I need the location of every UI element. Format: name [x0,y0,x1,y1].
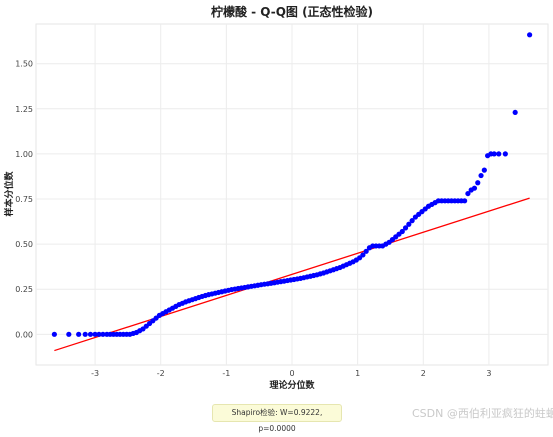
points-layer [51,32,533,337]
data-point [76,331,82,337]
y-tick-label: 0.00 [15,330,33,339]
data-point [462,198,468,204]
data-point [471,185,478,191]
x-tick-label: -3 [91,369,99,378]
qq-chart: 柠檬酸 - Q-Q图 (正态性检验) -3 -2 -1 0 1 2 3 0.000.250.… [3,4,549,391]
x-axis-label: 理论分位数 [269,379,315,391]
x-tick-label: 2 [421,369,426,378]
y-axis-label: 样本分位数 [3,171,15,217]
y-tick-label: 0.50 [15,240,33,249]
y-tick-label: 1.00 [15,150,33,159]
y-tick-label: 0.25 [15,285,33,294]
x-tick-label: 0 [289,369,294,378]
data-point [66,331,72,337]
x-tick-label: 3 [486,369,491,378]
y-tick-label: 0.75 [15,195,33,204]
x-ticks: -3 -2 -1 0 1 2 3 [91,369,491,378]
data-point [406,221,412,227]
data-point [51,331,57,337]
x-tick-label: 1 [355,369,360,378]
y-tick-label: 1.25 [15,105,33,114]
data-point [87,331,94,337]
data-point [96,331,102,337]
chart-title: 柠檬酸 - Q-Q图 (正态性检验) [211,4,373,19]
data-point [409,218,415,224]
y-tick-label: 1.50 [15,60,33,69]
grid [36,24,548,365]
data-point [478,172,484,179]
reference-line [54,197,530,352]
y-ticks: 0.00 0.25 0.50 0.75 1.00 1.25 1.50 [15,60,33,340]
data-point [92,331,98,337]
data-point [481,167,487,173]
data-point [363,248,369,254]
data-point [402,225,409,231]
watermark: CSDN @西伯利亚疯狂的蛀蛔 [412,407,553,420]
data-point [496,151,502,157]
data-point [360,252,366,258]
data-point [100,331,106,337]
data-point [82,331,88,337]
shapiro-note: Shapiro检验: W=0.9222, p=0.0000 [212,404,342,433]
data-point [502,151,508,157]
x-tick-label: -1 [222,369,230,378]
data-point [399,228,405,235]
data-point [491,151,497,157]
reference-line-layer [54,197,530,352]
data-point [512,109,518,116]
x-tick-label: -2 [157,369,165,378]
data-point [527,32,533,38]
data-point [475,180,481,186]
data-point [465,190,471,197]
